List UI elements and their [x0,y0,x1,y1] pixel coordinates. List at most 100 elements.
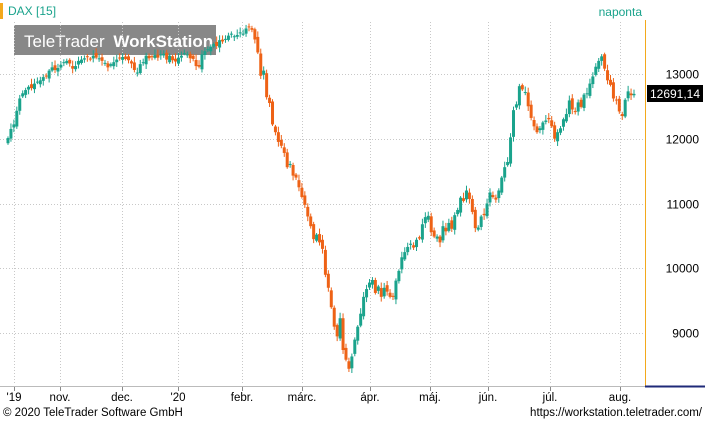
candle-up [500,177,504,193]
candle-up [6,138,10,144]
candle-down [156,54,160,58]
interval-label[interactable]: naponta [599,5,643,19]
candle-up [162,53,166,56]
candle-up [594,66,598,75]
source-url[interactable]: https://workstation.teletrader.com/ [530,407,702,419]
candle-down [106,63,110,68]
candle-down [147,55,151,59]
candle-down [617,98,621,112]
candle-up [159,54,163,56]
watermark-product: WorkStation [113,32,213,51]
candles [6,23,636,374]
candle-down [611,82,615,99]
candle-down [332,307,336,327]
candle-down [318,234,322,243]
x-tick-label: márc. [288,392,317,404]
candle-down [297,180,301,188]
candle-up [176,57,180,64]
candle-down [550,120,554,127]
candle-down [335,325,339,337]
candle-up [479,216,483,227]
candle-up [47,70,51,79]
candle-down [391,295,395,297]
candle-up [400,257,404,270]
candle-up [488,192,492,203]
candle-up [182,53,186,55]
grid-lines [0,22,644,385]
candle-up [218,40,222,48]
candle-down [526,92,530,107]
x-tick-label: máj. [419,392,441,404]
candle-up [79,59,83,63]
candle-down [432,230,436,237]
candle-up [497,190,501,199]
candle-down [191,55,195,59]
candle-up [538,128,542,131]
x-tick-label: '19 [7,392,22,404]
x-tick-label: '20 [171,392,186,404]
candle-up [144,55,148,65]
candle-up [262,70,266,75]
candle-down [279,139,283,146]
candle-down [150,56,154,58]
candle-up [426,215,430,220]
candle-up [582,94,586,108]
candle-up [135,72,139,74]
candle-up [523,92,527,94]
candle-down [620,114,624,116]
x-axis: '19 nov. dec. '20 febr. márc. ápr. máj. jún. júl.… [7,386,631,404]
candle-up [564,114,568,122]
candle-up [447,222,451,231]
candle-down [271,101,275,125]
candle-down [309,216,313,227]
candle-up [600,56,604,61]
candle-down [282,147,286,153]
candle-up [338,318,342,339]
candle-down [85,56,89,58]
candle-down [44,75,48,77]
candle-up [50,67,54,71]
candle-up [423,217,427,224]
candle-up [109,64,113,66]
y-tick-label: 11000 [667,198,700,212]
candle-down [320,239,324,249]
candle-up [623,99,627,117]
candle-down [606,70,610,81]
candle-down [344,347,348,360]
candle-up [223,38,227,40]
candle-up [200,54,204,70]
candle-down [30,84,34,89]
candle-up [121,57,125,60]
candle-up [459,197,463,213]
instrument-label[interactable]: DAX [15] [8,4,56,18]
candle-down [291,164,295,176]
candle-down [174,58,178,62]
candle-up [179,55,183,58]
candle-down [385,285,389,292]
candle-up [376,286,380,291]
candle-up [185,54,189,56]
candle-down [194,59,198,67]
candle-up [512,110,516,137]
candle-up [35,81,39,83]
candle-down [412,245,416,248]
x-tick-label: aug. [609,392,631,404]
candle-down [306,206,310,217]
candle-up [561,119,565,127]
y-tick-label: 13000 [666,68,700,82]
instrument-accent-bar [0,3,3,19]
candle-up [485,203,489,217]
candle-up [464,190,468,200]
last-price-tag-label: 12691,14 [650,87,700,101]
candle-down [462,198,466,201]
candle-up [591,76,595,85]
watermark: TeleTrader WorkStation [14,25,216,55]
candle-up [141,62,145,64]
y-tick-label: 10000 [666,262,700,276]
candle-down [215,41,219,46]
watermark-brand: TeleTrader [24,32,105,51]
candle-up [588,83,592,96]
y-axis: 9000 10000 11000 12000 13000 [666,68,700,341]
candle-up [103,62,107,64]
candle-up [27,86,31,90]
